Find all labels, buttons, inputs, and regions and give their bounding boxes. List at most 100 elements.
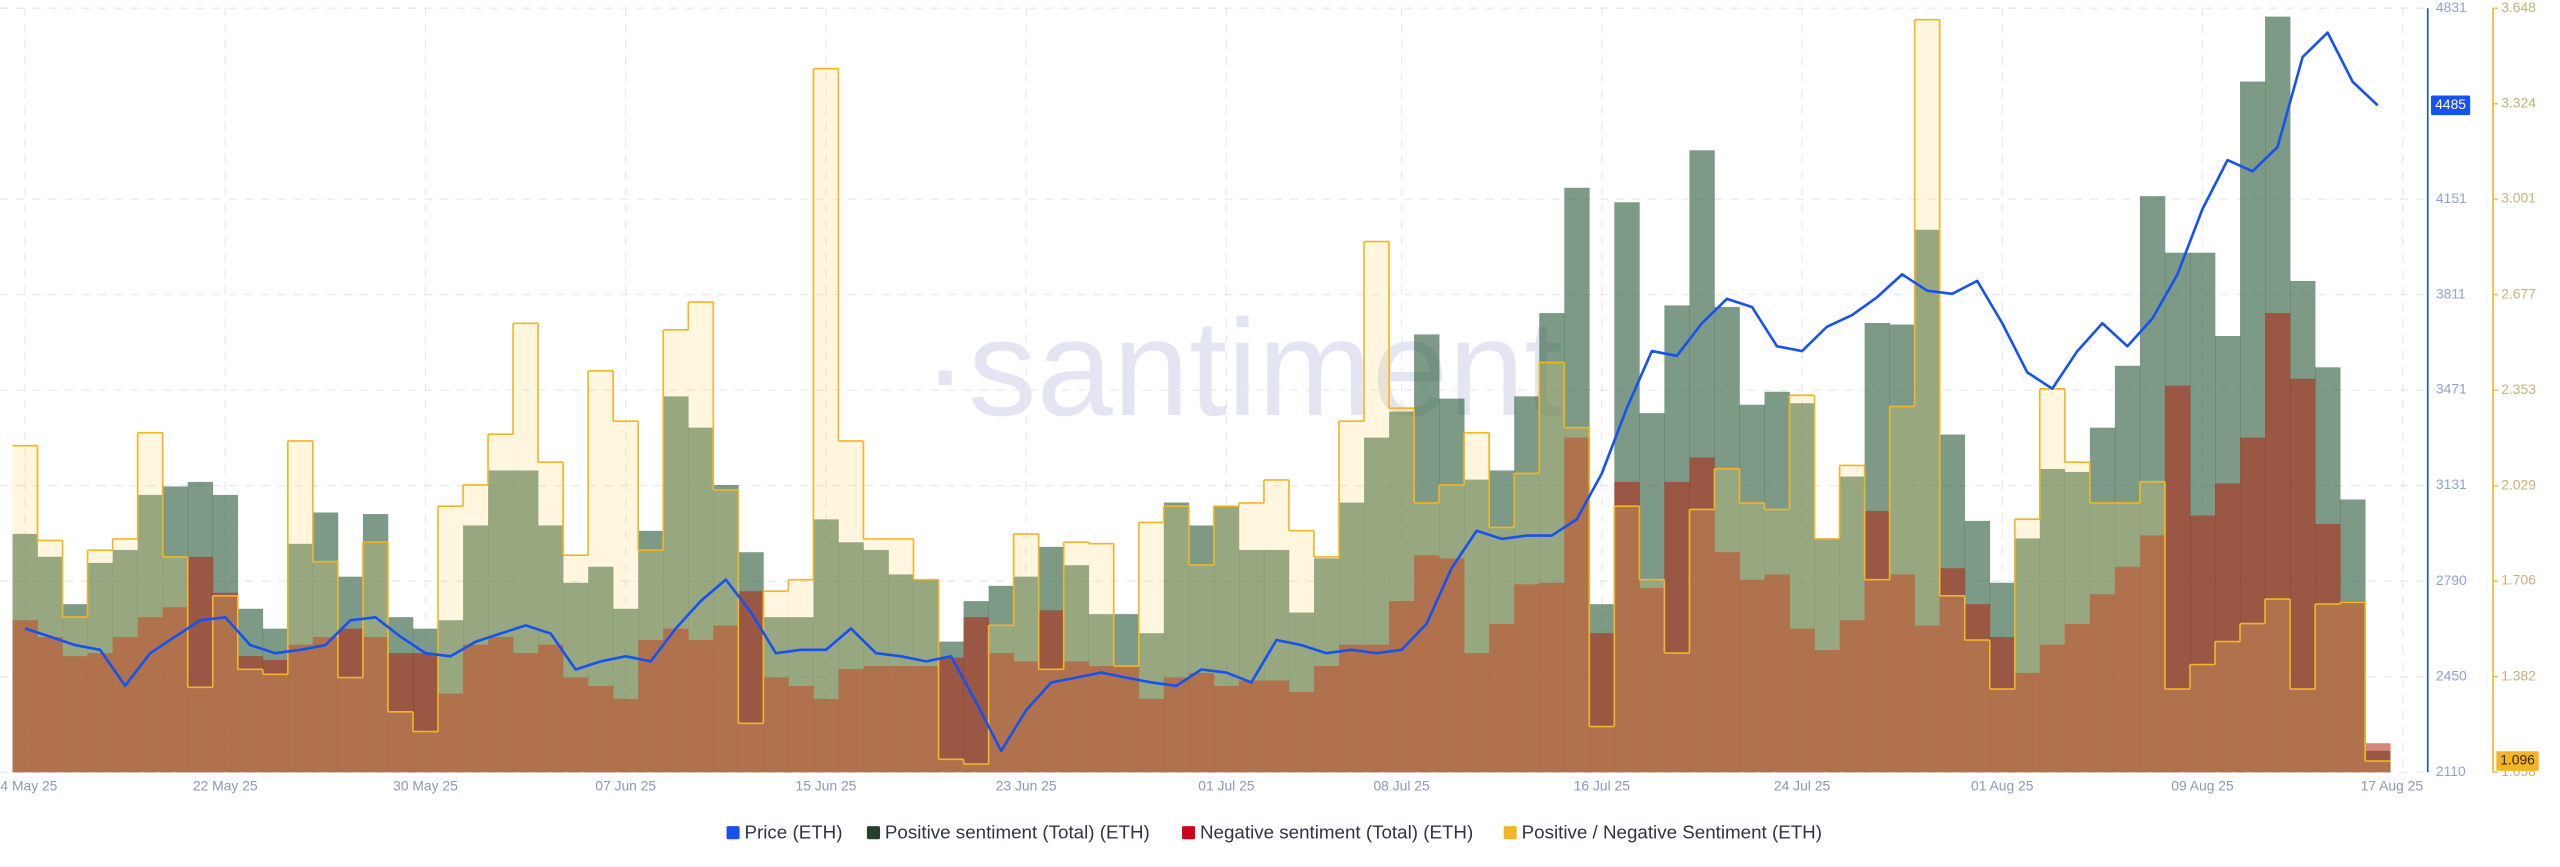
sentiment-bar (1238, 680, 1265, 773)
sentiment-bar (137, 432, 164, 773)
sentiment-bar (1464, 653, 1490, 773)
sentiment-bar (1414, 555, 1440, 773)
sentiment-bar (1138, 522, 1165, 773)
sentiment-bar (1013, 661, 1040, 773)
sentiment-bar (938, 657, 964, 773)
sentiment-bar (1539, 362, 1565, 773)
legend-label: Positive sentiment (Total) (ETH) (885, 821, 1150, 842)
sentiment-bar (1313, 556, 1340, 773)
sentiment-bar (1489, 527, 1515, 773)
sentiment-bar (713, 625, 739, 773)
y-tick-label: 4151 (2436, 190, 2467, 206)
x-tick-label: 16 Jul 25 (1574, 778, 1631, 794)
sentiment-bar (2290, 378, 2316, 773)
sentiment-bar (1389, 601, 1415, 773)
sentiment-bar (2215, 483, 2241, 773)
last-value-label: 4485 (2435, 96, 2466, 112)
sentiment-bar (1989, 637, 2016, 773)
sentiment-bar (437, 693, 464, 773)
sentiment-bar (1013, 533, 1040, 773)
sentiment-bar (513, 323, 539, 773)
sentiment-bar (1163, 677, 1190, 773)
sentiment-bar (1589, 633, 1615, 773)
sentiment-bar (1364, 644, 1390, 773)
x-tick-label: 01 Jul 25 (1198, 778, 1255, 794)
sentiment-bar (788, 685, 814, 773)
y-tick-label: 3471 (2436, 381, 2467, 397)
legend-label: Negative sentiment (Total) (ETH) (1200, 821, 1473, 842)
price-line (24, 31, 2379, 753)
last-value-label: 1.096 (2500, 752, 2535, 768)
watermark: ·santiment (922, 292, 1562, 445)
sentiment-bar (788, 579, 814, 773)
sentiment-bar (237, 669, 264, 773)
sentiment-bar (2215, 641, 2241, 773)
sentiment-bar (37, 540, 63, 773)
sentiment-bar (2265, 599, 2291, 773)
sentiment-bar (287, 644, 314, 773)
sentiment-bar (563, 677, 589, 773)
sentiment-bar (212, 595, 239, 773)
sentiment-bar (1188, 672, 1215, 773)
x-tick-label: 17 Aug 25 (2361, 778, 2424, 794)
sentiment-bar (362, 542, 389, 773)
sentiment-bar (588, 685, 614, 773)
sentiment-bar (463, 644, 489, 773)
x-tick-label: 01 Aug 25 (1971, 778, 2034, 794)
x-tick-label: 23 Jun 25 (996, 778, 1057, 794)
sentiment-bar (1389, 408, 1415, 773)
x-tick-label: 08 Jul 25 (1373, 778, 1430, 794)
sentiment-bar (713, 489, 739, 773)
legend-swatch (1503, 826, 1517, 840)
sentiment-bar (362, 637, 389, 773)
sentiment-bar (1764, 574, 1790, 773)
sentiment-bar (162, 607, 189, 773)
sentiment-bar (1564, 427, 1590, 773)
sentiment-bar (1288, 692, 1315, 773)
sentiment-bar (2189, 515, 2216, 773)
sentiment-bar (337, 677, 364, 773)
sentiment-bar (1539, 582, 1565, 773)
sentiment-bar (2340, 602, 2366, 773)
sentiment-bar (1063, 542, 1090, 773)
sentiment-bar (1639, 588, 1665, 773)
sentiment-bar (187, 556, 214, 773)
sentiment-bar (538, 462, 564, 773)
legend-label: Positive / Negative Sentiment (ETH) (1522, 821, 1822, 842)
sentiment-bar (1889, 574, 1915, 773)
sentiment-bar (1714, 468, 1740, 773)
sentiment-bar (1664, 653, 1690, 773)
sentiment-bar (1739, 579, 1765, 773)
sentiment-bar (688, 302, 714, 773)
x-tick-label: 14 May 25 (0, 778, 58, 794)
y-tick-label: 2450 (2436, 667, 2467, 683)
sentiment-bar (1113, 666, 1140, 773)
sentiment-bar (663, 628, 689, 773)
sentiment-bar (688, 640, 714, 773)
sentiment-bar (513, 653, 539, 773)
sentiment-bar (938, 759, 964, 773)
sentiment-bar (1789, 395, 1815, 773)
y2-tick-label: 3.324 (2501, 94, 2536, 110)
sentiment-bar (1614, 506, 1640, 773)
sentiment-bar (1739, 502, 1765, 773)
sentiment-bar (1814, 538, 1840, 773)
sentiment-bar (1764, 509, 1790, 773)
sentiment-bar (838, 669, 864, 773)
sentiment-bar (1664, 481, 1690, 773)
last-value-badge (2496, 751, 2539, 771)
sentiment-bar (1288, 530, 1315, 773)
sentiment-bar (1238, 502, 1265, 773)
sentiment-bar (262, 659, 289, 773)
y2-tick-label: 1.382 (2501, 667, 2536, 683)
y2-tick-label: 2.677 (2501, 285, 2536, 301)
sentiment-bar (1263, 680, 1290, 773)
sentiment-bar (763, 591, 789, 773)
sentiment-bar (237, 656, 264, 773)
sentiment-bar (1964, 604, 1991, 773)
sentiment-bar (1138, 698, 1165, 773)
sentiment-bar (538, 644, 564, 773)
sentiment-bar (2164, 385, 2191, 773)
